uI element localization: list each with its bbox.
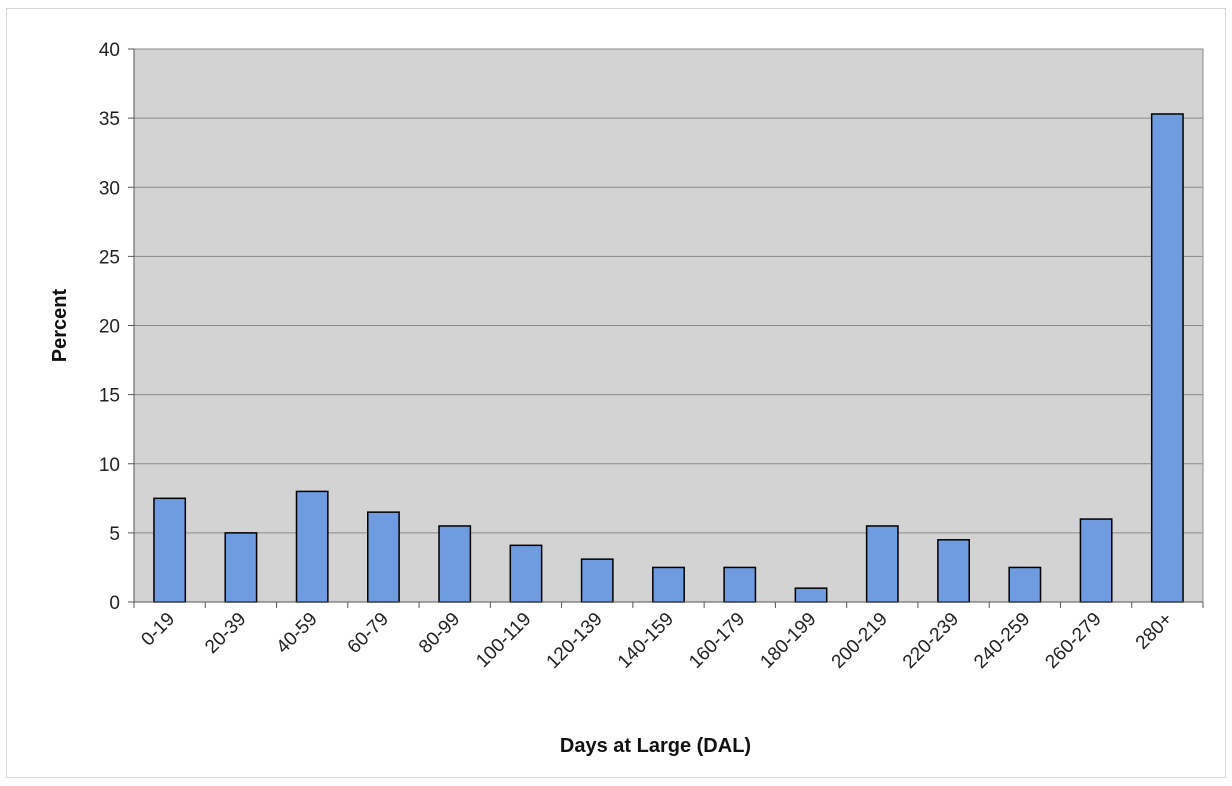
bars (153, 113, 1184, 603)
y-tick-label: 40 (99, 40, 120, 61)
x-tick-label: 200-219 (828, 609, 892, 673)
x-tick-label: 180-199 (756, 609, 820, 673)
bar-240-259 (1008, 566, 1042, 603)
y-tick-label: 25 (99, 247, 120, 268)
bar-280+ (1150, 113, 1184, 603)
bar-20-39 (224, 532, 258, 603)
x-tick-label: 240-259 (970, 609, 1034, 673)
bar-260-279 (1079, 518, 1113, 603)
y-axis-title: Percent (49, 288, 71, 362)
y-tick-label: 35 (99, 109, 120, 130)
x-tick-label: 40-59 (272, 609, 321, 658)
bar-40-59 (295, 490, 329, 603)
x-tick-label: 100-119 (472, 609, 535, 672)
y-tick-label: 10 (99, 455, 120, 476)
axes (128, 48, 1204, 608)
x-tick-label: 20-39 (201, 609, 250, 658)
x-tick-label: 0-19 (137, 609, 179, 651)
y-tick-label: 30 (99, 178, 120, 199)
x-tick-label: 140-159 (614, 609, 678, 673)
bar-80-99 (438, 525, 472, 603)
bar-180-199 (794, 587, 828, 603)
bar-140-159 (652, 566, 685, 603)
bar-0-19 (153, 497, 187, 603)
bar-120-139 (580, 558, 614, 603)
y-tick-label: 5 (109, 524, 120, 545)
y-tick-labels: 0 5 10 15 20 25 30 35 40 (99, 40, 120, 614)
gridlines (134, 48, 1203, 534)
x-tick-label: 220-239 (899, 609, 963, 673)
x-tick-labels: 0-19 20-39 40-59 60-79 80-99 100-119 120-139 14… (137, 609, 1176, 673)
y-tick-label: 0 (109, 593, 120, 614)
y-tick-label: 20 (99, 317, 120, 338)
bar-220-239 (937, 539, 970, 603)
x-tick-label: 260-279 (1041, 609, 1105, 673)
bar-200-219 (865, 525, 899, 603)
bar-100-119 (509, 544, 543, 603)
bar-160-179 (723, 566, 757, 603)
bar-60-79 (367, 511, 400, 603)
x-tick-label: 60-79 (344, 609, 393, 658)
x-tick-label: 160-179 (685, 609, 749, 673)
x-axis-title: Days at Large (DAL) (560, 735, 751, 757)
x-tick-label: 120-139 (543, 609, 607, 673)
x-tick-label: 280+ (1132, 609, 1177, 654)
y-tick-label: 15 (99, 386, 120, 407)
x-tick-label: 80-99 (415, 609, 464, 658)
